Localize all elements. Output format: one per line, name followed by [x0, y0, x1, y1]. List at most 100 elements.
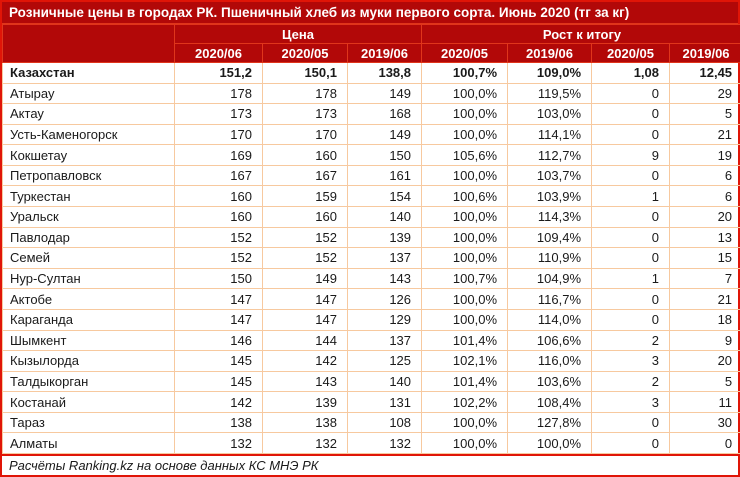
- value-cell: 152: [174, 226, 263, 249]
- table-row: Караганда 147 147 129 100,0% 114,0% 0 18: [2, 308, 740, 331]
- row-label: Костанай: [2, 391, 175, 413]
- value-cell: 101,4%: [421, 370, 509, 393]
- value-cell: 116,0%: [507, 350, 593, 372]
- prices-table: Цена Рост к итогу 2020/06 2020/05 2019/0…: [2, 24, 740, 454]
- table-row: Петропавловск 167 167 161 100,0% 103,7% 0 6: [2, 164, 740, 187]
- value-cell: 2: [591, 329, 671, 352]
- value-cell: 9: [591, 144, 671, 166]
- value-cell: 101,4%: [421, 329, 509, 352]
- column-header: 2020/05: [262, 43, 348, 63]
- value-cell: 139: [346, 226, 423, 249]
- value-cell: 147: [262, 288, 348, 310]
- value-cell: 150: [174, 267, 263, 290]
- value-cell: 126: [346, 288, 423, 310]
- value-cell: 142: [262, 350, 348, 372]
- value-cell: 152: [262, 226, 348, 249]
- value-cell: 106,6%: [507, 329, 593, 352]
- value-cell: 127,8%: [507, 411, 593, 434]
- value-cell: 20: [669, 206, 740, 228]
- row-label: Нур-Султан: [2, 267, 175, 290]
- table-row: Талдыкорган 145 143 140 101,4% 103,6% 2 5: [2, 370, 740, 393]
- value-cell: 160: [174, 185, 263, 208]
- value-cell: 0: [591, 247, 671, 269]
- value-cell: 112,7%: [507, 144, 593, 166]
- row-label: Казахстан: [2, 62, 175, 84]
- row-label: Актау: [2, 103, 175, 125]
- value-cell: 102,1%: [421, 350, 509, 372]
- value-cell: 105,6%: [421, 144, 509, 166]
- value-cell: 159: [262, 185, 348, 208]
- value-cell: 1: [591, 185, 671, 208]
- corner-cell: [2, 24, 175, 63]
- value-cell: 143: [262, 370, 348, 393]
- value-cell: 152: [174, 247, 263, 269]
- row-label: Семей: [2, 247, 175, 269]
- table-row: Кокшетау 169 160 150 105,6% 112,7% 9 19: [2, 144, 740, 166]
- table-body: Казахстан 151,2 150,1 138,8 100,7% 109,0% 1,08…: [2, 62, 740, 454]
- value-cell: 103,6%: [507, 370, 593, 393]
- row-label: Кокшетау: [2, 144, 175, 166]
- value-cell: 0: [591, 164, 671, 187]
- table-row: Нур-Султан 150 149 143 100,7% 104,9% 1 7: [2, 267, 740, 290]
- value-cell: 100,0%: [507, 432, 593, 454]
- row-label: Атырау: [2, 82, 175, 105]
- value-cell: 108: [346, 411, 423, 434]
- value-cell: 0: [591, 288, 671, 310]
- value-cell: 100,0%: [421, 226, 509, 249]
- row-label: Петропавловск: [2, 164, 175, 187]
- value-cell: 145: [174, 370, 263, 393]
- row-label: Усть-Каменогорск: [2, 123, 175, 146]
- value-cell: 0: [591, 103, 671, 125]
- row-label: Талдыкорган: [2, 370, 175, 393]
- value-cell: 103,0%: [507, 103, 593, 125]
- value-cell: 132: [262, 432, 348, 454]
- value-cell: 147: [174, 288, 263, 310]
- value-cell: 150: [346, 144, 423, 166]
- value-cell: 0: [591, 82, 671, 105]
- table-row: Алматы 132 132 132 100,0% 100,0% 0 0: [2, 432, 740, 454]
- value-cell: 160: [174, 206, 263, 228]
- value-cell: 29: [669, 82, 740, 105]
- value-cell: 0: [591, 226, 671, 249]
- value-cell: 100,7%: [421, 62, 509, 84]
- table-row: Актау 173 173 168 100,0% 103,0% 0 5: [2, 103, 740, 125]
- value-cell: 103,7%: [507, 164, 593, 187]
- row-label: Павлодар: [2, 226, 175, 249]
- value-cell: 132: [346, 432, 423, 454]
- source-note: Расчёты Ranking.kz на основе данных КС М…: [2, 454, 738, 475]
- value-cell: 20: [669, 350, 740, 372]
- value-cell: 178: [262, 82, 348, 105]
- group-header-price: Цена: [173, 24, 423, 44]
- value-cell: 102,2%: [421, 391, 509, 413]
- table-row: Костанай 142 139 131 102,2% 108,4% 3 11: [2, 391, 740, 413]
- value-cell: 100,6%: [421, 185, 509, 208]
- value-cell: 1: [591, 267, 671, 290]
- value-cell: 114,3%: [507, 206, 593, 228]
- value-cell: 167: [174, 164, 263, 187]
- value-cell: 129: [346, 308, 423, 331]
- column-header: 2019/06: [346, 43, 423, 63]
- value-cell: 100,0%: [421, 164, 509, 187]
- value-cell: 147: [262, 308, 348, 331]
- value-cell: 100,0%: [421, 247, 509, 269]
- value-cell: 100,0%: [421, 103, 509, 125]
- value-cell: 137: [346, 247, 423, 269]
- column-header: 2020/06: [174, 43, 263, 63]
- value-cell: 100,0%: [421, 123, 509, 146]
- value-cell: 6: [669, 185, 740, 208]
- value-cell: 147: [174, 308, 263, 331]
- value-cell: 125: [346, 350, 423, 372]
- value-cell: 100,0%: [421, 82, 509, 105]
- row-label: Алматы: [2, 432, 175, 454]
- value-cell: 170: [262, 123, 348, 146]
- value-cell: 151,2: [174, 62, 263, 84]
- value-cell: 168: [346, 103, 423, 125]
- value-cell: 100,0%: [421, 411, 509, 434]
- value-cell: 160: [262, 206, 348, 228]
- table-row: Кызылорда 145 142 125 102,1% 116,0% 3 20: [2, 350, 740, 372]
- column-header: 2019/06: [669, 43, 740, 63]
- row-label: Актобе: [2, 288, 175, 310]
- value-cell: 2: [591, 370, 671, 393]
- table-row: Туркестан 160 159 154 100,6% 103,9% 1 6: [2, 185, 740, 208]
